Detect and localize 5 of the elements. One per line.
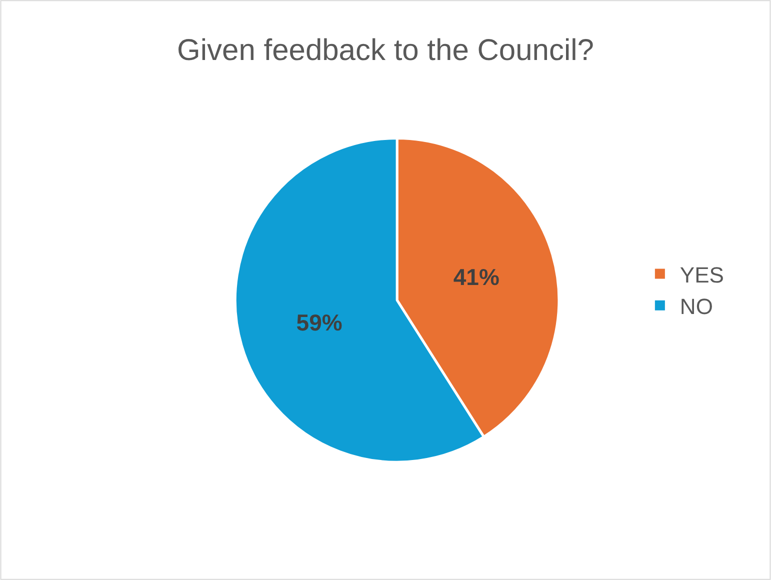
- legend-label: NO: [680, 294, 713, 319]
- data-label: 59%: [296, 310, 342, 336]
- legend-label: YES: [680, 262, 724, 288]
- data-label: 41%: [453, 264, 500, 290]
- chart-title: Given feedback to the Council?: [177, 34, 594, 67]
